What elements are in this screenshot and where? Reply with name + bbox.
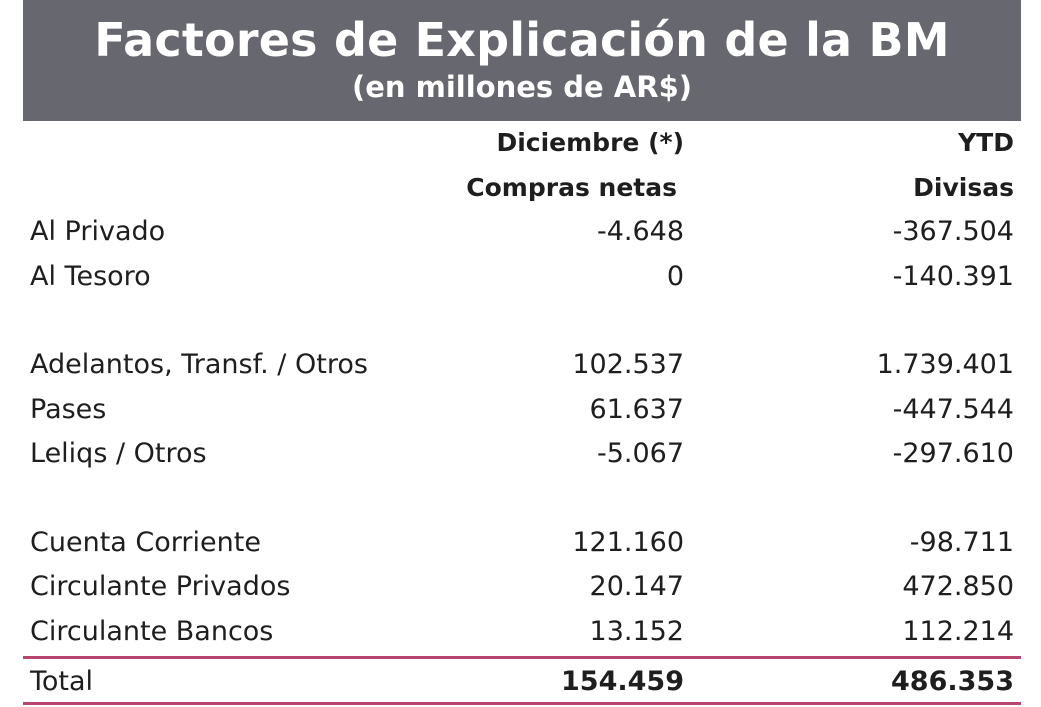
row-col2-value: -367.504 [893, 210, 1014, 255]
row-col1-value: 102.537 [572, 343, 684, 388]
row-col1-value: 13.152 [590, 610, 684, 655]
col2-subheader: Divisas [913, 166, 1014, 211]
total-row: Total 154.459 486.353 [23, 659, 1021, 702]
col2-header: YTD [958, 121, 1014, 166]
row-label: Al Privado [30, 210, 165, 255]
row-col1-value: 121.160 [572, 521, 684, 566]
title-banner: Factores de Explicación de la BM (en mil… [23, 0, 1021, 121]
row-label: Leliqs / Otros [30, 432, 207, 477]
row-label: Cuenta Corriente [30, 521, 261, 566]
col1-header: Diciembre (*) [496, 121, 684, 166]
row-col2-value: -98.711 [910, 521, 1014, 566]
total-label: Total [30, 659, 93, 704]
column-subheader-row: Compras netas Divisas [23, 166, 1021, 211]
col1-subheader: Compras netas [466, 166, 677, 211]
factors-table: Diciembre (*) YTD Compras netas Divisas … [23, 121, 1021, 654]
row-label: Adelantos, Transf. / Otros [30, 343, 368, 388]
row-label: Al Tesoro [30, 255, 151, 300]
row-col1-value: 61.637 [590, 388, 684, 433]
row-col1-value: -5.067 [597, 432, 684, 477]
row-col1-value: 20.147 [590, 565, 684, 610]
table-row: Al Tesoro 0 -140.391 [23, 255, 1021, 300]
row-col2-value: -297.610 [893, 432, 1014, 477]
row-col2-value: -447.544 [893, 388, 1014, 433]
table-row: Circulante Privados 20.147 472.850 [23, 565, 1021, 610]
row-label: Circulante Bancos [30, 610, 273, 655]
table-row: Pases 61.637 -447.544 [23, 388, 1021, 433]
column-header-row: Diciembre (*) YTD [23, 121, 1021, 166]
row-label: Circulante Privados [30, 565, 290, 610]
row-col2-value: 112.214 [902, 610, 1014, 655]
page-title: Factores de Explicación de la BM [23, 9, 1021, 71]
row-label: Pases [30, 388, 106, 433]
row-spacer [23, 477, 1021, 521]
row-col1-value: -4.648 [597, 210, 684, 255]
table-row: Cuenta Corriente 121.160 -98.711 [23, 521, 1021, 566]
row-col1-value: 0 [667, 255, 684, 300]
total-col1-value: 154.459 [561, 659, 684, 704]
page-subtitle: (en millones de AR$) [23, 68, 1021, 106]
row-col2-value: 1.739.401 [877, 343, 1014, 388]
table-row: Al Privado -4.648 -367.504 [23, 210, 1021, 255]
row-col2-value: -140.391 [893, 255, 1014, 300]
table-row: Leliqs / Otros -5.067 -297.610 [23, 432, 1021, 477]
total-col2-value: 486.353 [891, 659, 1014, 704]
table-row: Circulante Bancos 13.152 112.214 [23, 610, 1021, 655]
row-spacer [23, 299, 1021, 343]
total-divider-bottom [23, 702, 1021, 705]
table-row: Adelantos, Transf. / Otros 102.537 1.739… [23, 343, 1021, 388]
row-col2-value: 472.850 [902, 565, 1014, 610]
